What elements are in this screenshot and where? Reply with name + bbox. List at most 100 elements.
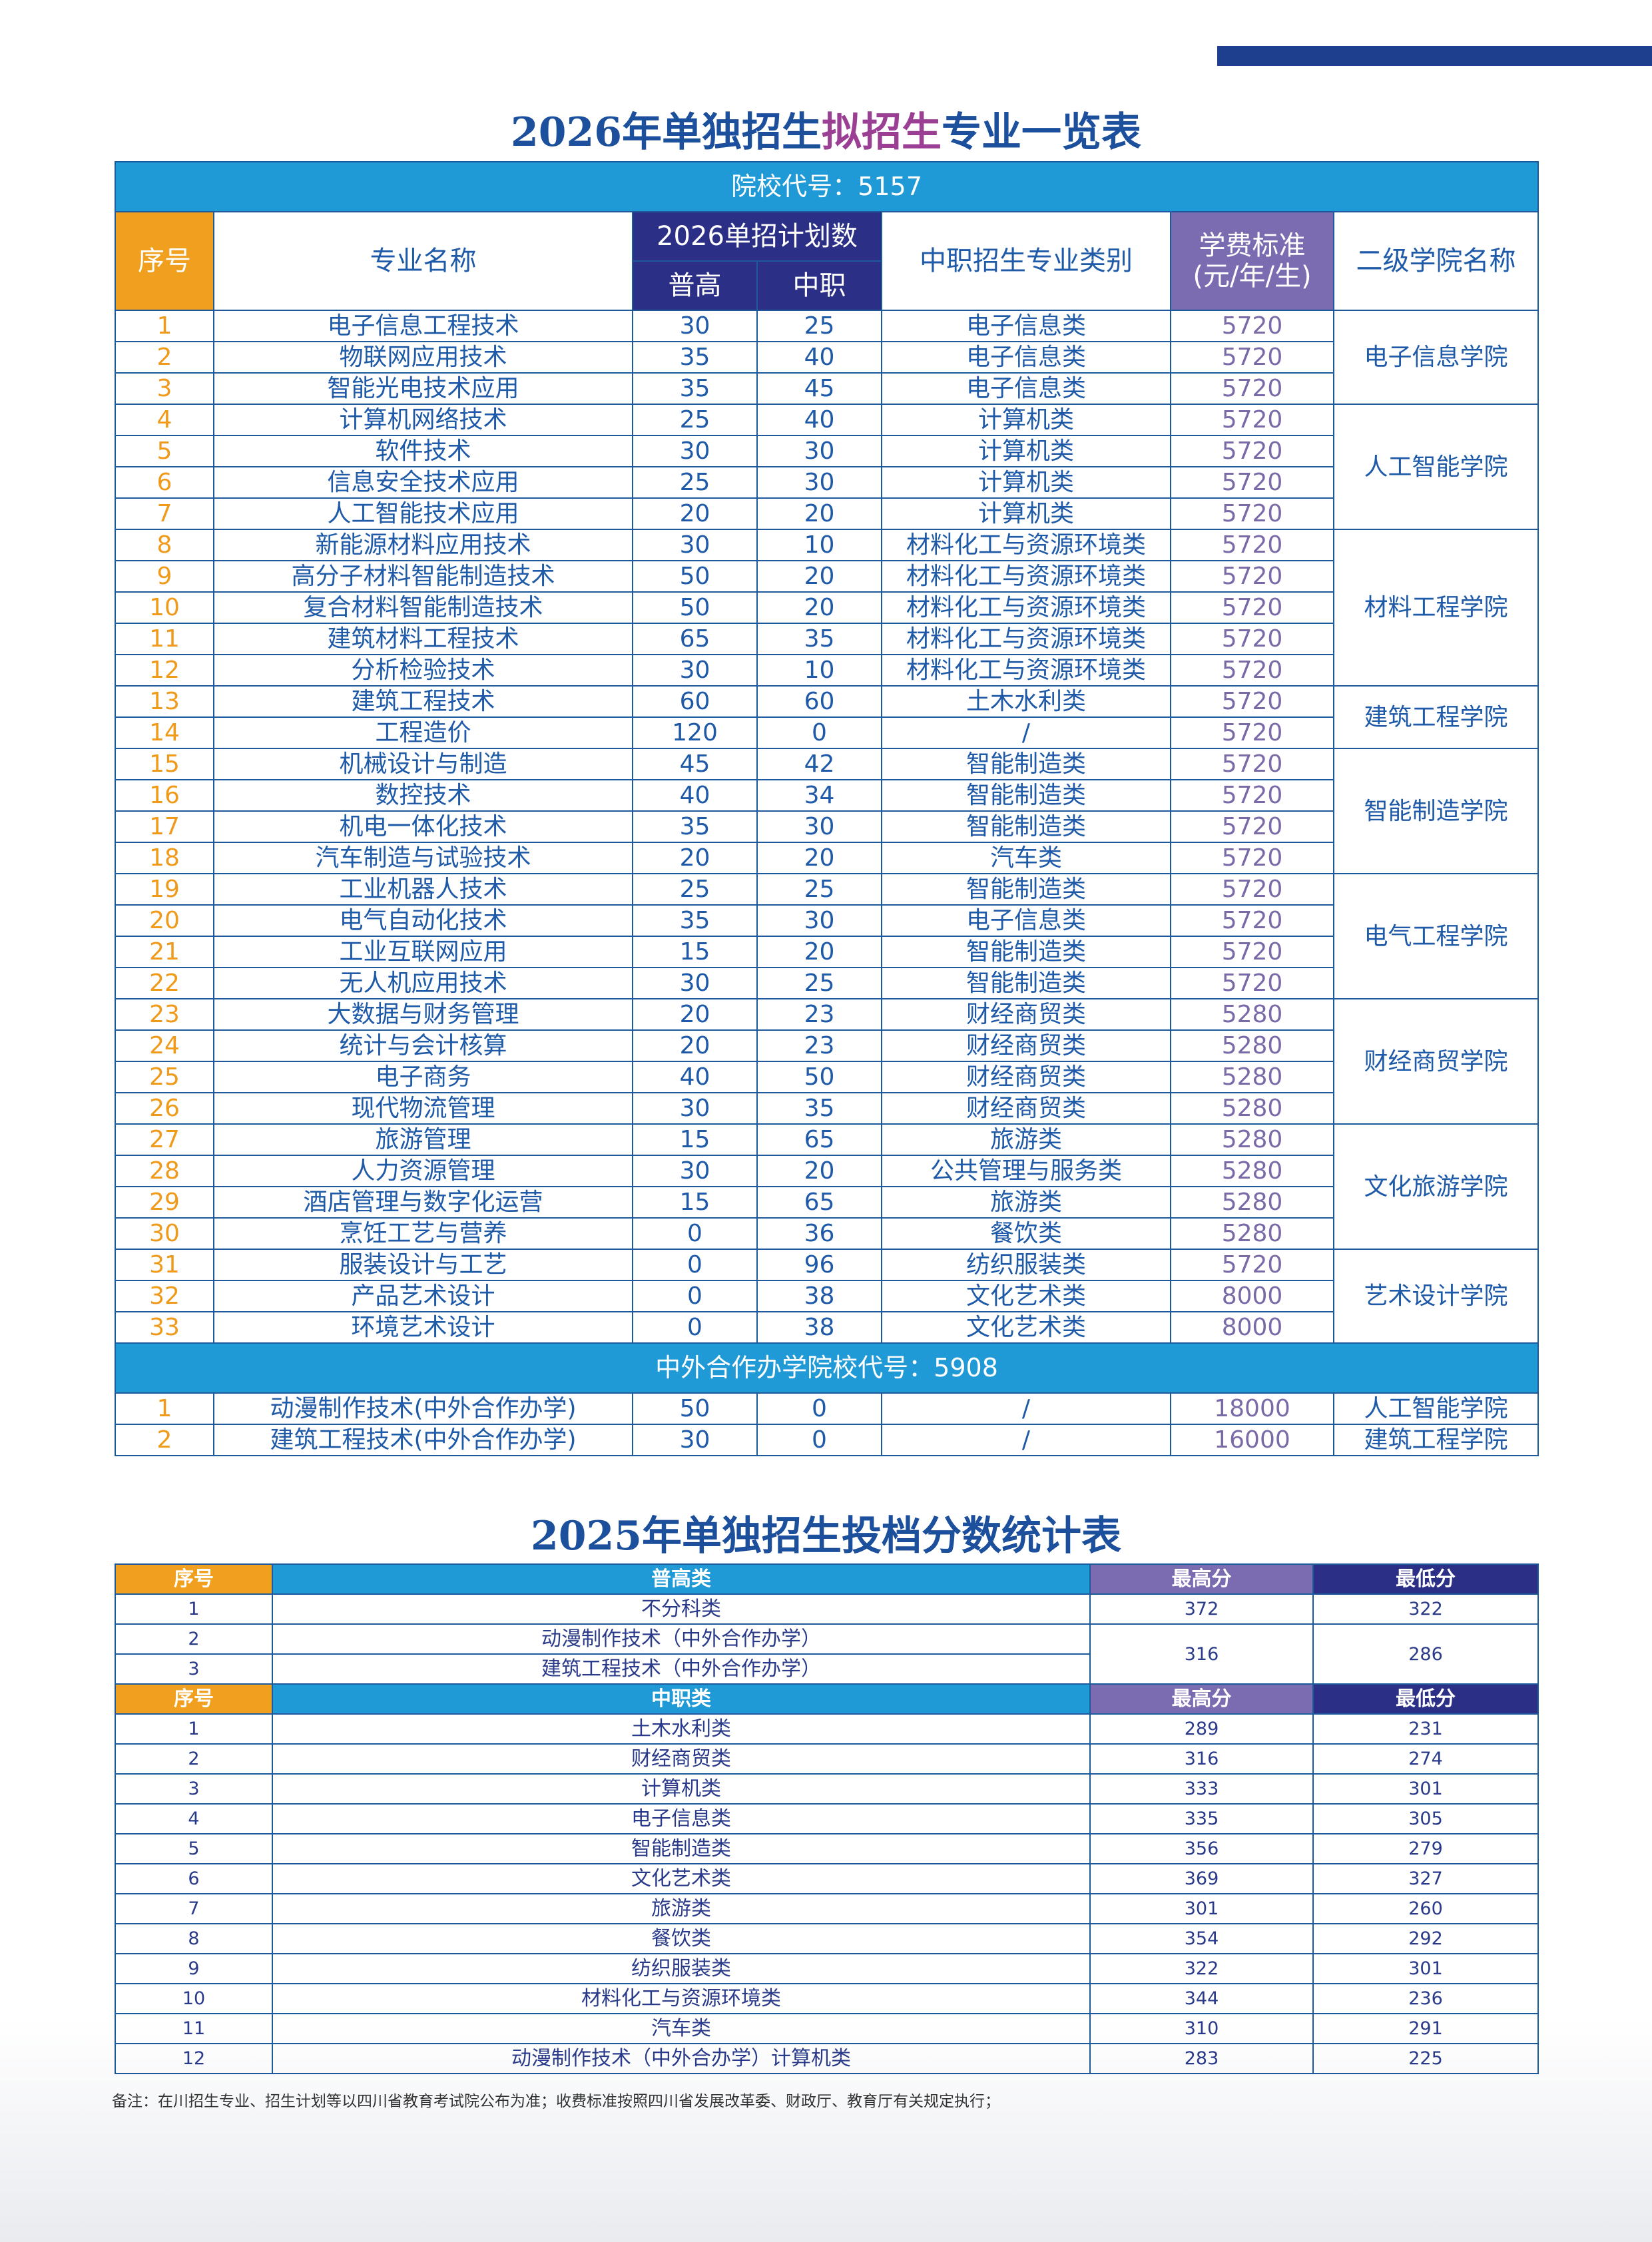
- cell: 1: [115, 1713, 273, 1745]
- cell: 1: [115, 1392, 214, 1425]
- coop-code: 中外合作办学院校代号：5908: [114, 1342, 1539, 1394]
- cell: 建筑工程技术（中外合作办学）: [272, 1653, 1091, 1685]
- header-cell: 序号: [115, 211, 214, 311]
- cell: 5720: [1170, 310, 1334, 342]
- data-row: 8 餐饮类 354 292: [115, 1923, 1539, 1954]
- cell: 12: [115, 654, 214, 687]
- cell: 20: [632, 842, 758, 874]
- cell: 32: [115, 1280, 214, 1312]
- cell: 18000: [1170, 1392, 1334, 1425]
- cell: 19: [115, 873, 214, 906]
- data-row: 23 大数据与财务管理 20 23 财经商贸类 5280 财经商贸学院: [115, 998, 1539, 1125]
- cell: 0: [632, 1217, 758, 1250]
- cell: /: [881, 1392, 1171, 1425]
- cell: 工业机器人技术: [213, 873, 633, 906]
- cell: 2: [115, 341, 214, 374]
- data-row: 14 工程造价 120 0/5720: [115, 716, 1538, 749]
- data-row: 3 智能光电技术应用 35 45 电子信息类 5720: [115, 372, 1538, 405]
- cell: 5720: [1170, 404, 1334, 436]
- cell: 2: [115, 1743, 273, 1775]
- cell: 25: [632, 873, 758, 906]
- cell: 5280: [1170, 1155, 1334, 1187]
- cell: 16: [115, 779, 214, 812]
- cell: 5720: [1170, 341, 1334, 374]
- data-row: 22 无人机应用技术 30 25 智能制造类 5720: [115, 967, 1538, 999]
- cell: 40: [632, 1061, 758, 1093]
- cell: 322: [1089, 1953, 1314, 1984]
- cell: 279: [1312, 1833, 1539, 1864]
- data-row: 2 财经商贸类 316 274: [115, 1743, 1539, 1775]
- cell: 分析检验技术: [213, 654, 633, 687]
- cell: 15: [115, 748, 214, 780]
- cell: 5720: [1170, 967, 1334, 999]
- cell: 环境艺术设计: [213, 1311, 633, 1344]
- header-line: 学费标准: [1199, 230, 1306, 261]
- cell: 305: [1312, 1803, 1539, 1834]
- data-row: 10 复合材料智能制造技术 50 20 材料化工与资源环境类 5720: [115, 591, 1538, 624]
- cell: 29: [115, 1186, 214, 1219]
- header-cell: 普高类: [272, 1563, 1091, 1595]
- cell: 40: [632, 779, 758, 812]
- data-row: 6 信息安全技术应用 25 30 计算机类 5720: [115, 466, 1538, 499]
- cell: 电子信息类: [881, 372, 1171, 405]
- header-cell: 序号: [115, 1563, 273, 1595]
- cell: 7: [115, 1893, 273, 1924]
- cell: 65: [632, 623, 758, 655]
- header-cell: 最低分: [1312, 1563, 1539, 1595]
- cell: 3: [115, 1653, 273, 1685]
- cell: 35: [632, 904, 758, 937]
- cell: 5280: [1170, 1217, 1334, 1250]
- cell: 土木水利类: [272, 1713, 1091, 1745]
- cell: 高分子材料智能制造技术: [213, 560, 633, 593]
- cell: 30: [756, 435, 882, 467]
- cell: 356: [1089, 1833, 1314, 1864]
- data-row: 1 动漫制作技术(中外合作办学) 50 0/18000 人工智能学院: [115, 1392, 1539, 1425]
- cell: 5280: [1170, 1092, 1334, 1125]
- cell: 50: [756, 1061, 882, 1093]
- college-cell: 艺术设计学院: [1332, 1249, 1539, 1344]
- data-row: 2 动漫制作技术（中外合作办学） 316 286: [115, 1623, 1539, 1685]
- cell: 5720: [1170, 654, 1334, 687]
- cell: 34: [756, 779, 882, 812]
- cell: 计算机类: [881, 497, 1171, 530]
- cell: 动漫制作技术（中外合办学）计算机类: [272, 2043, 1091, 2074]
- data-row: 12 分析检验技术 30 10 材料化工与资源环境类 5720: [115, 654, 1538, 687]
- data-row: 27 旅游管理 15 65 旅游类 5280 文化旅游学院: [115, 1123, 1539, 1250]
- cell: 材料化工与资源环境类: [272, 1983, 1091, 2014]
- cell: 餐饮类: [272, 1923, 1091, 1954]
- cell: 322: [1312, 1593, 1539, 1625]
- data-row: 28 人力资源管理 30 20 公共管理与服务类 5280: [115, 1155, 1538, 1187]
- cell: 智能制造类: [881, 936, 1171, 968]
- data-row: 26 现代物流管理 30 35 财经商贸类 5280: [115, 1092, 1538, 1125]
- cell: 旅游类: [881, 1186, 1171, 1219]
- cell: 18: [115, 842, 214, 874]
- cell: 10: [115, 1983, 273, 2014]
- cell: 人工智能技术应用: [213, 497, 633, 530]
- cell: 260: [1312, 1893, 1539, 1924]
- data-row: 9 纺织服装类 322 301: [115, 1953, 1539, 1984]
- cell: 动漫制作技术（中外合作办学）: [272, 1623, 1091, 1655]
- header-cell: 最低分: [1312, 1683, 1539, 1715]
- cell: 30: [632, 435, 758, 467]
- data-row: 17 机电一体化技术 35 30 智能制造类 5720: [115, 810, 1538, 843]
- cell: 8000: [1170, 1280, 1334, 1312]
- cell: 机械设计与制造: [213, 748, 633, 780]
- cell: 电子信息类: [272, 1803, 1091, 1834]
- cell: 产品艺术设计: [213, 1280, 633, 1312]
- cell: 智能制造类: [881, 810, 1171, 843]
- cell: 20: [632, 998, 758, 1031]
- cell: 5720: [1170, 904, 1334, 937]
- cell: 建筑材料工程技术: [213, 623, 633, 655]
- data-row: 1 土木水利类 289 231: [115, 1713, 1539, 1745]
- data-row: 32 产品艺术设计 0 38 文化艺术类 8000: [115, 1280, 1538, 1312]
- title-part: 2026年单独招生: [511, 109, 822, 156]
- cell: 5280: [1170, 1029, 1334, 1062]
- cell: 建筑工程技术: [213, 685, 633, 718]
- code-row: 中外合作办学院校代号：5908: [114, 1342, 1539, 1394]
- code-row: 院校代号：5157: [114, 161, 1539, 212]
- cell: 5720: [1170, 842, 1334, 874]
- cell: 25: [756, 873, 882, 906]
- cell: 60: [756, 685, 882, 718]
- cell: 23: [756, 1029, 882, 1062]
- data-row: 16 数控技术 40 34 智能制造类 5720: [115, 779, 1538, 812]
